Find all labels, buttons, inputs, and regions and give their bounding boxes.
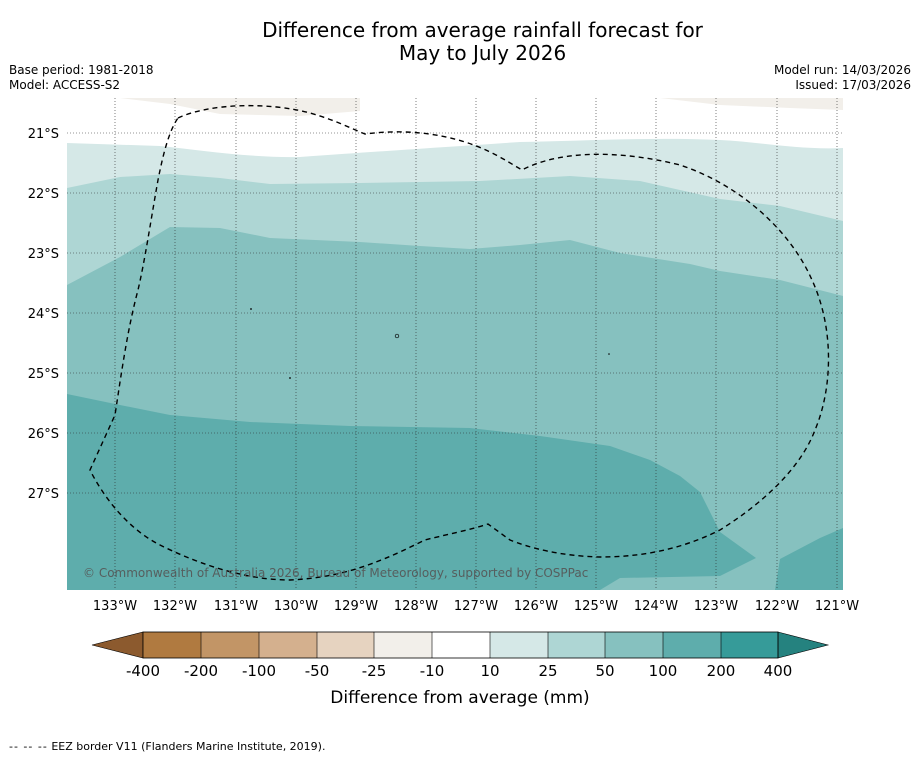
- lat-label: 24°S: [28, 307, 59, 322]
- colorbar-tick: 200: [707, 662, 736, 680]
- lon-label: 133°W: [93, 599, 137, 614]
- lat-label: 23°S: [28, 247, 59, 262]
- colorbar-tick: 25: [538, 662, 557, 680]
- colorbar-label: Difference from average (mm): [330, 688, 589, 708]
- band-n25-n10-east: [660, 98, 843, 110]
- island-marker: [394, 333, 400, 339]
- colorbar-swatch: [432, 632, 490, 658]
- colorbar-swatch: [721, 632, 778, 658]
- colorbar-arrow-low: [91, 631, 144, 659]
- longitude-labels: 133°W 132°W 131°W 130°W 129°W 128°W 127°…: [93, 599, 859, 614]
- lon-label: 132°W: [153, 599, 197, 614]
- colorbar-frame: [142, 631, 779, 659]
- lon-label: 124°W: [634, 599, 678, 614]
- base-period: Base period: 1981-2018: [9, 63, 154, 77]
- island-marker: [289, 377, 291, 379]
- colorbar-swatch: [259, 632, 317, 658]
- model-name: Model: ACCESS-S2: [9, 78, 121, 92]
- eez-legend-symbol: -- -- --: [9, 740, 48, 753]
- colorbar-swatch: [490, 632, 548, 658]
- island-marker: [250, 308, 252, 310]
- colorbar-dividers: [200, 632, 722, 658]
- colorbar-swatch: [374, 632, 432, 658]
- band-100-200: [67, 394, 756, 590]
- base-info: Base period: 1981-2018 Model: ACCESS-S2: [9, 63, 154, 93]
- lat-label: 22°S: [28, 187, 59, 202]
- lat-label: 26°S: [28, 427, 59, 442]
- eez-border: [89, 104, 830, 581]
- lon-label: 121°W: [815, 599, 859, 614]
- colorbar-swatch: [605, 632, 663, 658]
- colorbar-tick: -100: [242, 662, 276, 680]
- map-title-line1: Difference from average rainfall forecas…: [262, 18, 703, 42]
- colorbar-swatch: [663, 632, 721, 658]
- colorbar-tick: 10: [480, 662, 499, 680]
- colorbar-swatch: [317, 632, 374, 658]
- issued-date: Issued: 17/03/2026: [795, 78, 911, 92]
- island-marker: [608, 353, 610, 355]
- copyright-text: © Commonwealth of Australia 2026, Bureau…: [83, 566, 588, 580]
- colorbar-ticks: -400 -200 -100 -50 -25 -10 10 25 50 100 …: [126, 662, 792, 680]
- lon-label: 126°W: [514, 599, 558, 614]
- run-info: Model run: 14/03/2026 Issued: 17/03/2026: [774, 63, 911, 93]
- colorbar-swatch: [143, 632, 201, 658]
- colorbar-tick: -200: [184, 662, 218, 680]
- colorbar-tick: 100: [649, 662, 678, 680]
- colorbar-tick: 400: [764, 662, 793, 680]
- band-100-200-se: [775, 528, 843, 590]
- colorbar-arrow-high: [777, 631, 830, 659]
- footer-note: -- -- -- EEZ border V11 (Flanders Marine…: [9, 740, 325, 753]
- colorbar-tick: 50: [595, 662, 614, 680]
- lon-label: 127°W: [454, 599, 498, 614]
- lat-label: 21°S: [28, 127, 59, 142]
- lon-label: 128°W: [394, 599, 438, 614]
- longitude-gridlines: [114, 98, 838, 590]
- lon-label: 122°W: [755, 599, 799, 614]
- lon-label: 131°W: [214, 599, 258, 614]
- forecast-map: [67, 98, 843, 590]
- map-title-line2: May to July 2026: [398, 41, 567, 65]
- colorbar-tick: -400: [126, 662, 160, 680]
- lon-label: 129°W: [334, 599, 378, 614]
- band-n25-n10-west: [120, 98, 360, 116]
- colorbar-tick: -25: [362, 662, 387, 680]
- model-run: Model run: 14/03/2026: [773, 63, 911, 77]
- lon-label: 125°W: [574, 599, 618, 614]
- lon-label: 130°W: [274, 599, 318, 614]
- colorbar: [91, 631, 830, 659]
- eez-legend-text: EEZ border V11 (Flanders Marine Institut…: [51, 740, 326, 753]
- colorbar-tick: -50: [305, 662, 330, 680]
- colorbar-swatch: [548, 632, 605, 658]
- lat-label: 25°S: [28, 367, 59, 382]
- colorbar-swatch: [201, 632, 259, 658]
- latitude-gridlines: [67, 132, 843, 494]
- colorbar-tick: -10: [420, 662, 445, 680]
- lon-label: 123°W: [694, 599, 738, 614]
- lat-label: 27°S: [28, 487, 59, 502]
- map-title: Difference from average rainfall forecas…: [0, 19, 919, 65]
- latitude-labels: 21°S 22°S 23°S 24°S 25°S 26°S 27°S: [28, 127, 59, 502]
